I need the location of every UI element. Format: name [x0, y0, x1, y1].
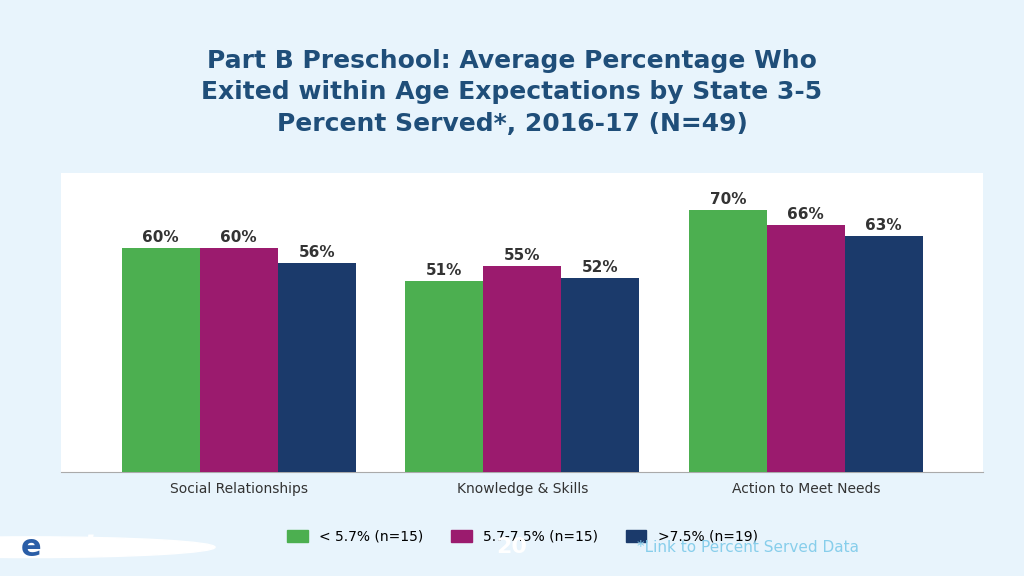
Text: *Link to Percent Served Data: *Link to Percent Served Data [637, 540, 858, 555]
Text: 70%: 70% [710, 192, 746, 207]
Text: 60%: 60% [142, 230, 179, 245]
Bar [278, 263, 355, 472]
Text: 52%: 52% [582, 260, 618, 275]
Bar [561, 278, 639, 472]
Text: 51%: 51% [426, 263, 463, 278]
Bar [122, 248, 200, 472]
Bar [483, 267, 561, 472]
Text: Part B Preschool: Average Percentage Who
Exited within Age Expectations by State: Part B Preschool: Average Percentage Who… [202, 48, 822, 136]
Bar [689, 210, 767, 472]
Text: ecta: ecta [45, 533, 119, 562]
Bar [845, 237, 923, 472]
Text: 63%: 63% [865, 218, 902, 233]
Bar [406, 282, 483, 472]
Text: 20: 20 [497, 537, 527, 557]
Text: 60%: 60% [220, 230, 257, 245]
Text: e: e [20, 533, 41, 562]
Legend: < 5.7% (n=15), 5.7-7.5% (n=15), >7.5% (n=19): < 5.7% (n=15), 5.7-7.5% (n=15), >7.5% (n… [282, 524, 763, 550]
Bar [767, 225, 845, 472]
Bar [200, 248, 278, 472]
Text: 55%: 55% [504, 248, 541, 263]
Text: 56%: 56% [298, 245, 335, 260]
Text: 66%: 66% [787, 207, 824, 222]
Circle shape [0, 537, 215, 558]
